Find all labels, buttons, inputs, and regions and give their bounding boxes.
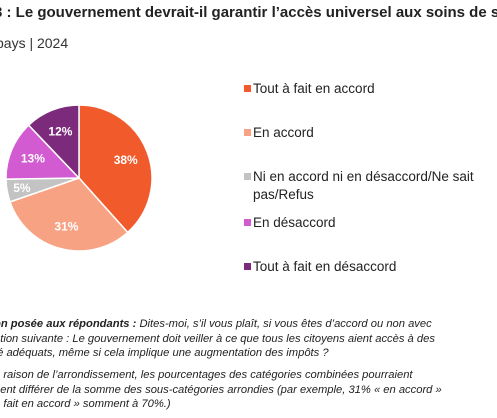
- slice-tout-a-fait-en-desaccord: [27, 104, 80, 180]
- legend-item-en-accord: En accord: [244, 124, 494, 142]
- legend-item-ni-en-accord: Ni en accord ni en désaccord/Ne sait pas…: [244, 168, 494, 204]
- question-note: on posée aux répondants : Dites-moi, s’i…: [0, 317, 497, 361]
- slice-en-accord: [9, 177, 129, 252]
- legend-item-en-desaccord: En désaccord: [244, 214, 494, 232]
- question-line-2: ation suivante : Le gouvernement doit ve…: [0, 332, 435, 345]
- rounding-note: n raison de l’arrondissement, les pource…: [0, 368, 497, 412]
- data-label: 12%: [48, 125, 72, 139]
- data-label: 38%: [114, 153, 138, 167]
- rounding-line-2: nent différer de la somme des sous-catég…: [0, 383, 442, 396]
- rounding-line-1: n raison de l’arrondissement, les pource…: [0, 369, 413, 381]
- legend-label: En désaccord: [253, 215, 336, 230]
- slice-tout-a-fait-en-accord: [78, 104, 153, 234]
- chart-title: 3 : Le gouvernement devrait-il garantir …: [0, 4, 497, 21]
- legend-item-tout-a-fait-en-desaccord: Tout à fait en désaccord: [244, 258, 494, 276]
- legend-swatch: [244, 129, 251, 136]
- legend-label: Tout à fait en désaccord: [253, 259, 397, 274]
- legend-label: Ni en accord ni en désaccord/Ne sait pas…: [253, 169, 474, 202]
- question-line-1: Dites-moi, s’il vous plaît, si vous êtes…: [136, 318, 432, 330]
- legend-item-tout-a-fait-en-accord: Tout à fait en accord: [244, 80, 494, 98]
- slice-en-desaccord: [5, 124, 81, 180]
- legend-swatch: [244, 85, 251, 92]
- data-label: 31%: [54, 219, 78, 233]
- legend-swatch: [244, 263, 251, 270]
- legend-swatch: [244, 219, 251, 226]
- question-line-3: té adéquats, même si cela implique une a…: [0, 347, 329, 359]
- data-label: 5%: [13, 181, 31, 195]
- data-label: 13%: [21, 152, 45, 166]
- legend-label: En accord: [253, 125, 314, 140]
- chart-subtitle: pays | 2024: [0, 35, 69, 51]
- question-prefix: on posée aux répondants :: [0, 318, 137, 330]
- legend-swatch: [244, 173, 251, 180]
- legend-label: Tout à fait en accord: [253, 81, 375, 96]
- rounding-line-3: à fait en accord » somment à 70%.): [0, 398, 171, 410]
- pie-chart: 38% 31% 5% 13%12%: [5, 104, 153, 252]
